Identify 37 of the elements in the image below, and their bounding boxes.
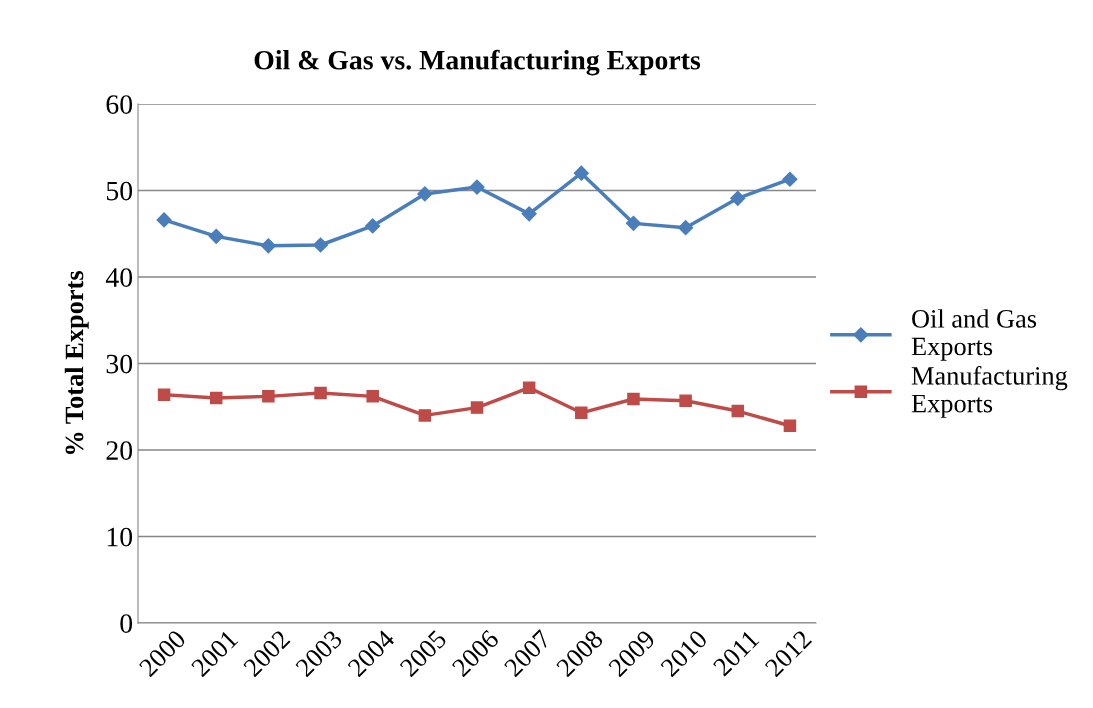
point	[731, 404, 745, 418]
point	[417, 186, 433, 202]
y-tick-label: 30	[106, 354, 133, 374]
y-tick-label: 40	[105, 268, 133, 287]
point	[156, 212, 172, 228]
y-tick-label: 50	[106, 181, 133, 201]
y-axis-title: % Total Exports	[64, 271, 89, 454]
point	[625, 215, 642, 231]
point	[627, 392, 640, 406]
point	[312, 237, 329, 253]
point	[573, 165, 589, 181]
y-tick-label: 10	[107, 527, 133, 547]
point	[470, 401, 484, 414]
point	[418, 409, 432, 422]
y-tick-label: 20	[106, 441, 133, 460]
point	[209, 391, 223, 405]
legend-label: Manufacturing Exports	[911, 365, 1068, 418]
point	[260, 238, 276, 254]
point	[522, 381, 536, 394]
y-tick-label: 0	[120, 614, 133, 633]
point	[365, 218, 381, 234]
point	[314, 386, 327, 400]
point	[469, 179, 485, 195]
point	[782, 171, 798, 187]
legend-label: Oil and Gas Exports	[911, 309, 1037, 361]
point	[157, 388, 171, 401]
point	[783, 419, 797, 433]
point	[575, 406, 588, 420]
point	[679, 394, 692, 407]
point	[521, 206, 537, 222]
point	[678, 220, 694, 236]
y-tick-label: 60	[106, 95, 133, 114]
chart-title: Oil & Gas vs. Manufacturing Exports	[254, 49, 701, 76]
point	[208, 228, 224, 244]
point	[262, 390, 275, 403]
point	[366, 390, 379, 403]
point	[730, 190, 746, 206]
